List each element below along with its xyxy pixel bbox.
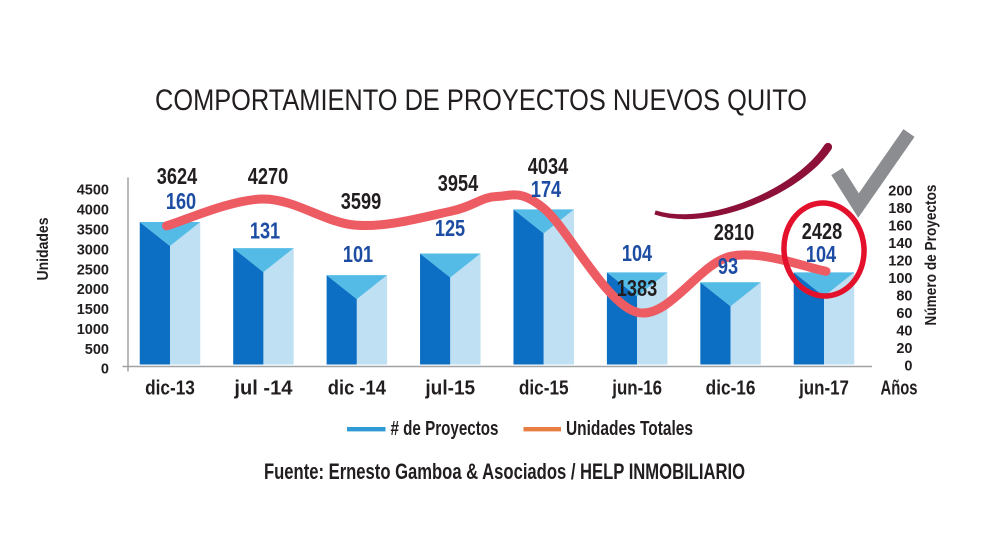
- category-label: dic-16: [706, 378, 756, 400]
- unidades-value-label: 2428: [802, 218, 843, 244]
- bar-jul -14: [233, 248, 294, 365]
- proyectos-value-label: 101: [343, 241, 373, 267]
- proyectos-value-label: 104: [806, 241, 836, 267]
- left-tick-label: 0: [101, 362, 109, 378]
- legend-swatch-unidades: [523, 427, 561, 432]
- right-tick-label: 120: [888, 254, 912, 270]
- left-tick-label: 2000: [77, 282, 109, 298]
- category-label: jul -14: [233, 378, 293, 400]
- growth-swoosh-annotation: [654, 144, 832, 220]
- unidades-value-label: 4270: [248, 163, 288, 189]
- right-tick-label: 40: [896, 324, 912, 340]
- right-tick-label: 0: [904, 359, 912, 375]
- left-tick-label: 1500: [77, 302, 109, 318]
- right-tick-label: 80: [896, 289, 912, 305]
- left-axis-title: Unidades: [35, 217, 52, 280]
- legend-label-proyectos: # de Proyectos: [391, 418, 499, 440]
- unidades-value-label: 3599: [341, 188, 381, 214]
- left-tick-label: 3500: [77, 222, 109, 238]
- chart-title: COMPORTAMIENTO DE PROYECTOS NUEVOS QUITO: [155, 84, 807, 117]
- category-labels: dic-13 jul -14 dic -14 jul-15 dic-15 jun-16 di…: [145, 378, 849, 400]
- bars-proyectos: [139, 209, 855, 365]
- category-label: dic-13: [145, 378, 195, 400]
- right-tick-label: 20: [896, 341, 912, 357]
- left-tick-label: 3000: [77, 242, 109, 258]
- value-labels-proyectos: 160 131 101 125 174 104 93 104: [166, 176, 836, 279]
- unidades-value-label: 4034: [528, 153, 569, 179]
- unidades-value-label: 2810: [714, 219, 754, 245]
- legend: # de Proyectos Unidades Totales: [347, 418, 693, 440]
- left-tick-label: 500: [85, 342, 109, 358]
- right-tick-label: 180: [888, 201, 912, 217]
- proyectos-value-label: 131: [250, 218, 280, 244]
- bar-jul-15: [420, 253, 481, 365]
- right-tick-label: 200: [888, 184, 912, 200]
- bar-dic-15: [513, 209, 574, 365]
- source-footer: Fuente: Ernesto Gamboa & Asociados / HEL…: [264, 459, 745, 484]
- right-tick-label: 60: [896, 306, 912, 322]
- left-tick-label: 4500: [77, 183, 109, 199]
- right-axis-title: Número de Proyectos: [923, 184, 940, 325]
- category-label: dic -14: [328, 378, 387, 400]
- bar-dic-16: [700, 282, 761, 365]
- unidades-trend-line: [162, 190, 831, 318]
- unidades-value-label: 3954: [438, 170, 479, 196]
- value-labels-unidades: 3624 4270 3599 3954 4034 1383 2810 2428: [157, 153, 843, 301]
- checkmark-icon: [831, 129, 915, 218]
- proyectos-value-label: 93: [718, 253, 738, 279]
- bar-dic-13: [139, 222, 201, 365]
- proyectos-value-label: 174: [531, 176, 561, 202]
- proyectos-value-label: 160: [166, 188, 196, 214]
- left-tick-label: 2500: [77, 262, 109, 278]
- category-label: jun-17: [798, 378, 849, 400]
- left-tick-label: 1000: [77, 322, 109, 338]
- right-tick-label: 100: [888, 271, 912, 287]
- unidades-value-label: 1383: [617, 275, 657, 301]
- proyectos-value-label: 125: [435, 215, 465, 241]
- highlight-ellipse: [781, 200, 867, 299]
- proyectos-value-label: 104: [622, 240, 652, 266]
- swoosh-end-cap: [823, 142, 833, 152]
- unidades-value-label: 3624: [157, 163, 198, 189]
- right-tick-label: 160: [888, 219, 912, 235]
- bar-dic -14: [326, 275, 388, 365]
- x-axis-title: Años: [881, 378, 918, 400]
- legend-swatch-proyectos: [347, 427, 386, 432]
- legend-label-unidades: Unidades Totales: [566, 418, 693, 440]
- category-label: jun-16: [611, 378, 662, 400]
- right-tick-label: 140: [888, 236, 912, 252]
- category-label: dic-15: [519, 378, 569, 400]
- category-label: jul-15: [424, 378, 475, 400]
- left-axis-tick-labels: 0 500 1000 1500 2000 2500 3000 3500 4000 4500: [77, 183, 109, 378]
- left-tick-label: 4000: [77, 203, 109, 219]
